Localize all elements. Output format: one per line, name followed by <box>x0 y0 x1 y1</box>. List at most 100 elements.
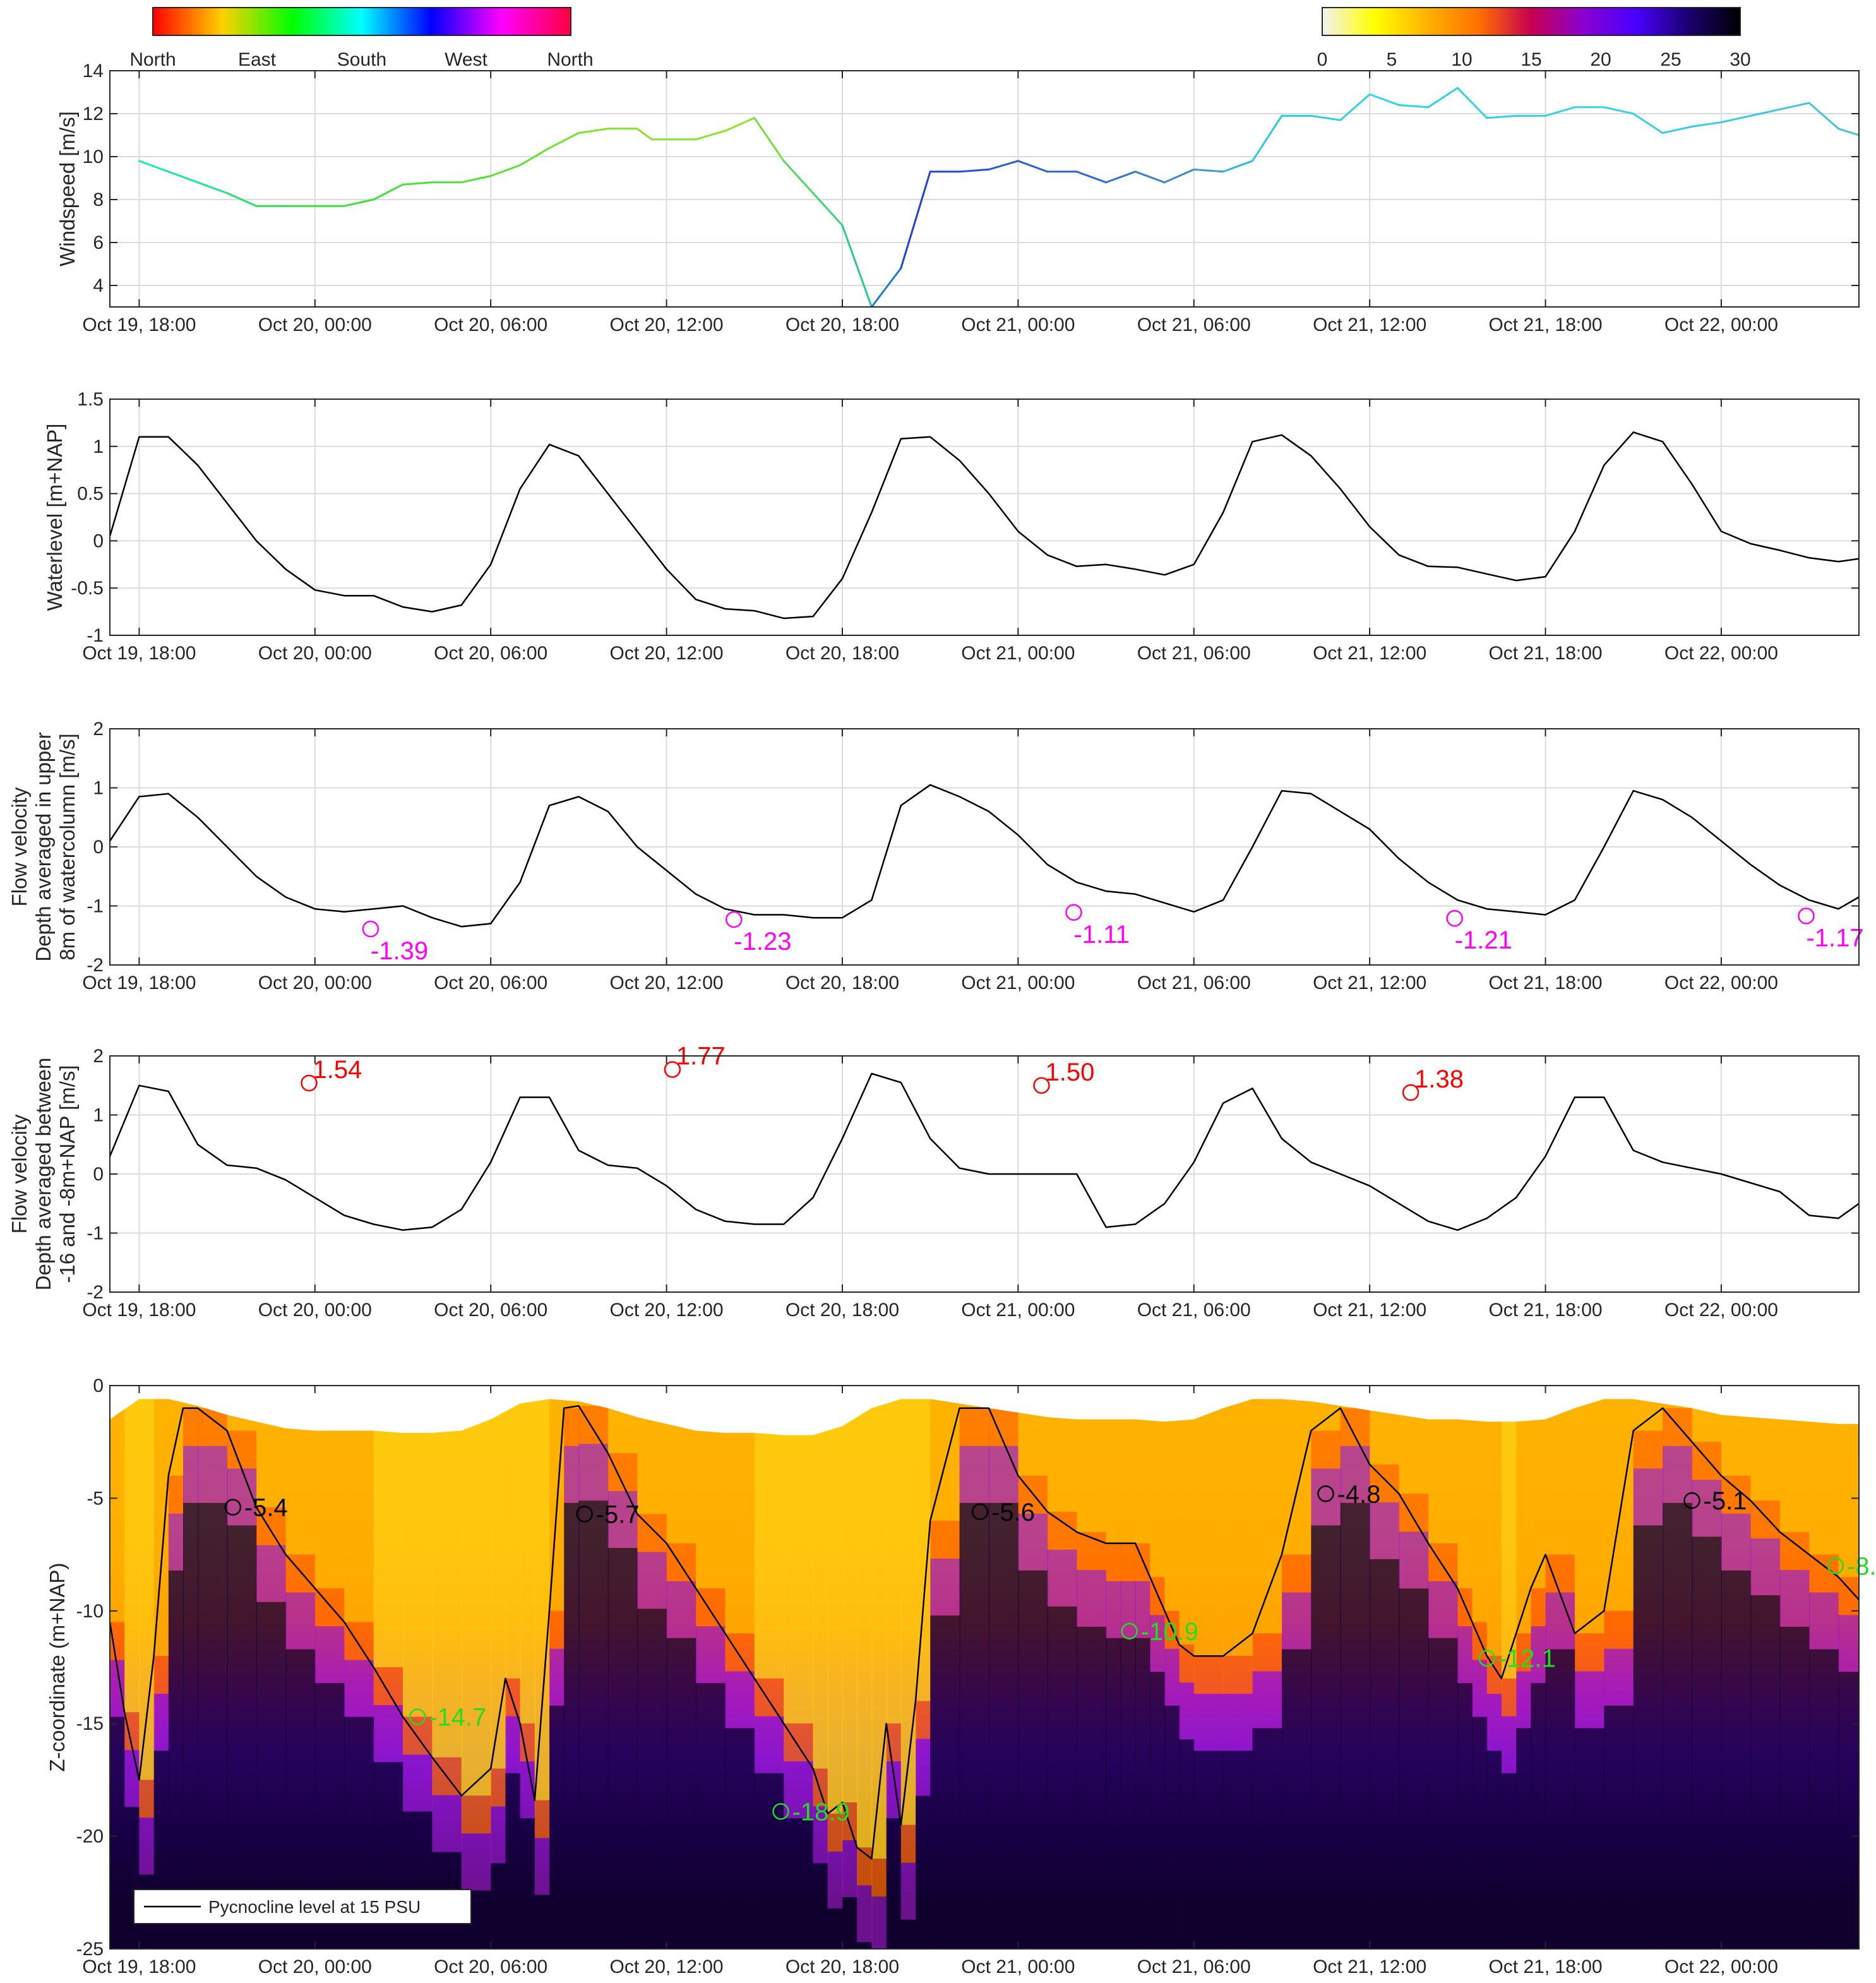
deep-salt-band <box>1692 1537 1722 1949</box>
salt-band <box>1501 1716 1517 1773</box>
x-tick-label: Oct 20, 18:00 <box>786 1300 899 1321</box>
deep-salt-band <box>491 1863 506 1949</box>
pycnocline-label: -18.9 <box>792 1798 850 1826</box>
pycnocline-label: -8.0 <box>1847 1552 1876 1580</box>
mix-band <box>520 1723 535 1762</box>
windspeed-ylabel: Windspeed [m/s] <box>56 111 79 267</box>
ylabel-line: 8m of watercolumn [m/s] <box>56 733 79 960</box>
salinity-colorbar: 0 5 10 15 20 25 30 <box>1317 7 1751 70</box>
x-tick-label: Oct 21, 18:00 <box>1488 643 1602 664</box>
salt-band <box>1018 1513 1048 1571</box>
salt-band <box>1633 1468 1664 1526</box>
wind-segment <box>959 168 990 173</box>
upper-flow-panel: -1.39 -1.23 -1.11 -1.21 -1.17 -2 -1 0 1 2 Oct 19… <box>8 719 1864 993</box>
deep-salt-band <box>1663 1502 1693 1949</box>
wind-segment <box>1310 114 1342 121</box>
salinity-field-bands <box>110 1386 1859 1949</box>
x-tick-label: Oct 22, 00:00 <box>1664 643 1778 664</box>
fresh-band <box>461 1386 492 1796</box>
fresh-band <box>871 1386 887 1859</box>
y-tick-label: -1 <box>87 896 104 917</box>
salt-band <box>1531 1626 1546 1684</box>
x-tick-label: Oct 19, 18:00 <box>82 973 196 993</box>
direction-label-1: East <box>238 49 277 70</box>
deep-salt-band <box>1252 1728 1282 1949</box>
ylabel-line: -16 and -8m+NAP [m/s] <box>56 1065 79 1283</box>
wind-segment <box>1544 106 1576 117</box>
extreme-marker <box>362 920 379 938</box>
salt-band <box>1574 1671 1605 1728</box>
lower-flow-series <box>110 1072 1859 1231</box>
salt-band <box>754 1716 785 1773</box>
wind-segment <box>753 117 785 162</box>
mix-band <box>491 1768 506 1807</box>
x-tick-label: Oct 20, 12:00 <box>610 315 724 335</box>
x-tick-label: Oct 21, 18:00 <box>1488 973 1602 993</box>
mix-band <box>915 1701 931 1739</box>
pycnocline-marker <box>772 1803 789 1820</box>
y-tick-label: 12 <box>83 104 104 124</box>
x-tick-label: Oct 20, 00:00 <box>258 1956 372 1977</box>
mix-band <box>900 1824 916 1863</box>
salt-band <box>139 1818 155 1875</box>
fresh-band <box>110 1386 126 1622</box>
extreme-marker <box>1446 909 1463 927</box>
deep-salt-band <box>725 1728 755 1949</box>
wind-segment <box>1075 171 1108 184</box>
wind-segment <box>138 160 170 173</box>
wind-segment <box>695 129 726 141</box>
salt-band <box>1179 1682 1195 1740</box>
deep-salt-band <box>534 1895 550 1949</box>
salt-band <box>1692 1480 1722 1537</box>
x-tick-label: Oct 21, 00:00 <box>961 973 1075 993</box>
deep-salt-band <box>402 1811 433 1949</box>
deep-salt-band <box>1472 1716 1488 1949</box>
extreme-marker <box>726 911 743 928</box>
salt-band <box>1604 1648 1634 1706</box>
salt-band <box>842 1840 858 1898</box>
mix-band <box>1193 1656 1224 1694</box>
pycnocline-marker <box>1478 1650 1495 1667</box>
fresh-band <box>505 1386 521 1679</box>
windspeed-xticks: Oct 19, 18:00 Oct 20, 00:00 Oct 20, 06:00 O… <box>82 71 1778 335</box>
deep-salt-band <box>1486 1751 1502 1949</box>
deep-salt-band <box>1340 1502 1371 1949</box>
x-tick-label: Oct 21, 00:00 <box>961 643 1075 664</box>
fresh-band <box>1179 1386 1195 1645</box>
wind-segment <box>1456 87 1488 119</box>
salt-band <box>198 1446 228 1503</box>
salt-band <box>1457 1626 1473 1684</box>
extreme-marker <box>301 1074 318 1092</box>
wind-segment <box>548 132 580 149</box>
fresh-band <box>784 1386 814 1724</box>
wind-segment <box>1808 102 1840 130</box>
wind-segment <box>1749 108 1781 117</box>
extreme-marker <box>1402 1084 1419 1101</box>
deep-salt-band <box>842 1897 858 1949</box>
salt-band <box>1252 1671 1282 1728</box>
deep-salt-band <box>666 1638 696 1949</box>
x-tick-label: Oct 19, 18:00 <box>82 1300 196 1321</box>
x-tick-label: Oct 22, 00:00 <box>1664 1956 1778 1977</box>
deep-salt-band <box>1370 1559 1400 1949</box>
x-tick-label: Oct 20, 12:00 <box>610 643 724 664</box>
deep-salt-band <box>1193 1751 1224 1949</box>
mix-band <box>1574 1633 1605 1672</box>
mix-band <box>139 1780 155 1818</box>
fresh-band <box>842 1386 858 1803</box>
mix-band <box>637 1514 667 1552</box>
salinity-axes-frame <box>109 1385 1860 1950</box>
deep-salt-band <box>784 1818 814 1949</box>
lower-flow-annotations: 1.54 1.771.50 1.38 <box>301 1043 1464 1101</box>
deep-salt-band <box>227 1525 257 1949</box>
deep-salt-band <box>168 1570 184 1949</box>
fresh-band <box>534 1386 550 1800</box>
x-tick-label: Oct 20, 18:00 <box>786 315 899 335</box>
wind-segment <box>167 171 199 184</box>
wind-segment <box>1720 114 1752 124</box>
mix-band <box>182 1408 199 1446</box>
mix-band <box>1633 1430 1664 1469</box>
x-tick-label: Oct 21, 00:00 <box>961 315 1075 335</box>
pycnocline-label: -10.9 <box>1141 1618 1198 1646</box>
